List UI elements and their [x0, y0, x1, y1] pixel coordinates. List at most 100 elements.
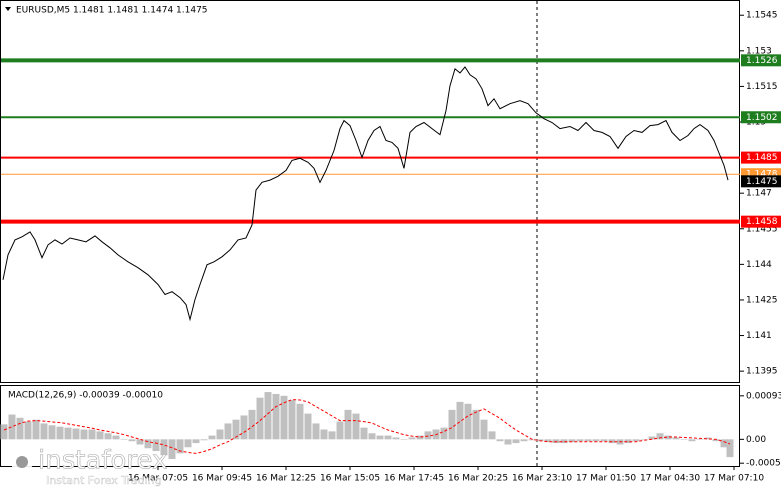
- macd-bar: [408, 437, 416, 440]
- logo-name: instaforex: [38, 446, 167, 476]
- y-tick-label: 1.1545: [746, 11, 778, 21]
- macd-bar: [224, 423, 232, 440]
- macd-bar: [16, 417, 24, 440]
- y-tick-label: 1.1395: [746, 367, 778, 377]
- macd-bar: [120, 439, 128, 440]
- macd-bar: [208, 435, 216, 440]
- macd-bar: [232, 419, 240, 440]
- layer: EURUSD,M5 1.1481 1.1481 1.1474 1.1475 1.1…: [0, 6, 781, 484]
- macd-bar: [520, 439, 528, 442]
- y-tick-label: 1.147: [746, 189, 772, 199]
- macd-bar: [264, 392, 272, 440]
- macd-bar: [352, 413, 360, 440]
- macd-bar: [392, 437, 400, 440]
- macd-bar: [704, 437, 712, 440]
- logo-dot: [16, 456, 28, 468]
- macd-bar: [128, 439, 136, 442]
- macd-bar: [440, 427, 448, 440]
- y-tick-label: 0.00: [746, 435, 766, 445]
- macd-bar: [136, 439, 144, 445]
- macd-bar: [200, 439, 208, 441]
- macd-bar: [472, 409, 480, 440]
- macd-bar: [720, 439, 728, 448]
- macd-bar: [296, 403, 304, 440]
- macd-bar: [184, 439, 192, 448]
- chart-title: MACD(12,26,9) -0.00039 -0.00010: [8, 391, 163, 401]
- macd-bar: [24, 421, 32, 440]
- macd-bar: [40, 423, 48, 440]
- macd-bar: [664, 435, 672, 440]
- macd-bar: [384, 435, 392, 440]
- level-label: 1.1526: [746, 56, 778, 66]
- macd-bar: [376, 435, 384, 440]
- title-arrow: [5, 7, 11, 11]
- level-label: 1.1458: [746, 217, 778, 227]
- macd-bar: [624, 439, 632, 444]
- x-tick-label: 16 Mar 23:10: [512, 474, 572, 484]
- x-tick-label: 16 Mar 07:05: [128, 474, 188, 484]
- macd-bar: [8, 414, 16, 440]
- macd-bar: [192, 439, 200, 444]
- macd-bar: [328, 431, 336, 440]
- last-price-label: 1.1475: [746, 177, 778, 187]
- macd-bar: [496, 439, 504, 442]
- macd-bar: [144, 439, 152, 449]
- macd-bar: [568, 439, 576, 443]
- y-tick-label: 0.00093: [746, 391, 781, 401]
- macd-bar: [0, 424, 8, 440]
- level-label-box: [741, 54, 781, 67]
- x-tick-label: 16 Mar 15:05: [320, 474, 380, 484]
- y-tick-label: 1.1455: [746, 224, 778, 234]
- macd-bar: [48, 425, 56, 440]
- macd-bar: [240, 415, 248, 440]
- macd-bar: [256, 397, 264, 440]
- macd-bar: [88, 429, 96, 440]
- macd-bar: [424, 431, 432, 440]
- x-tick-label: 16 Mar 17:45: [384, 474, 444, 484]
- macd-bar: [64, 427, 72, 440]
- level-label: 1.1502: [746, 113, 778, 123]
- macd-bar: [168, 439, 176, 459]
- x-tick-label: 17 Mar 07:10: [704, 474, 764, 484]
- last-price-box: [741, 175, 781, 188]
- macd-bar: [152, 439, 160, 452]
- chart-title: EURUSD,M5 1.1481 1.1481 1.1474 1.1475: [16, 6, 208, 16]
- macd-bar: [512, 439, 520, 444]
- macd-bar: [726, 439, 734, 458]
- macd-bar: [488, 431, 496, 440]
- macd-bar: [656, 433, 664, 440]
- logo-tagline: Instant Forex Trading: [46, 474, 162, 487]
- macd-bar: [288, 400, 296, 440]
- macd-bar: [592, 439, 600, 442]
- level-label: 1.1478: [746, 170, 778, 180]
- macd-bar: [32, 419, 40, 440]
- watermark: instaforex Instant Forex Trading: [11, 445, 168, 487]
- macd-bar: [560, 439, 568, 444]
- macd-bar: [600, 439, 608, 442]
- macd-bar: [576, 439, 584, 442]
- price-panel: [0, 0, 740, 383]
- macd-bar: [672, 437, 680, 440]
- macd-bar: [176, 439, 184, 454]
- macd-bar: [336, 421, 344, 440]
- y-tick-label: 1.1425: [746, 295, 778, 305]
- macd-bar: [344, 409, 352, 440]
- macd-bar: [304, 413, 312, 440]
- y-tick-label: -0.00051: [746, 459, 781, 469]
- macd-bar: [400, 439, 408, 440]
- macd-bar: [712, 439, 720, 442]
- level-label: 1.1485: [746, 153, 778, 163]
- macd-bar: [248, 409, 256, 440]
- macd-bar: [448, 409, 456, 440]
- x-tick-label: 17 Mar 04:30: [640, 474, 700, 484]
- x-tick-label: 16 Mar 12:25: [256, 474, 316, 484]
- macd-bar: [72, 428, 80, 440]
- macd-bar: [416, 435, 424, 440]
- macd-bar: [648, 436, 656, 440]
- y-tick-label: 1.153: [746, 46, 772, 56]
- macd-bar: [680, 439, 688, 440]
- level-label-box: [741, 215, 781, 228]
- x-tick-label: 17 Mar 01:50: [576, 474, 636, 484]
